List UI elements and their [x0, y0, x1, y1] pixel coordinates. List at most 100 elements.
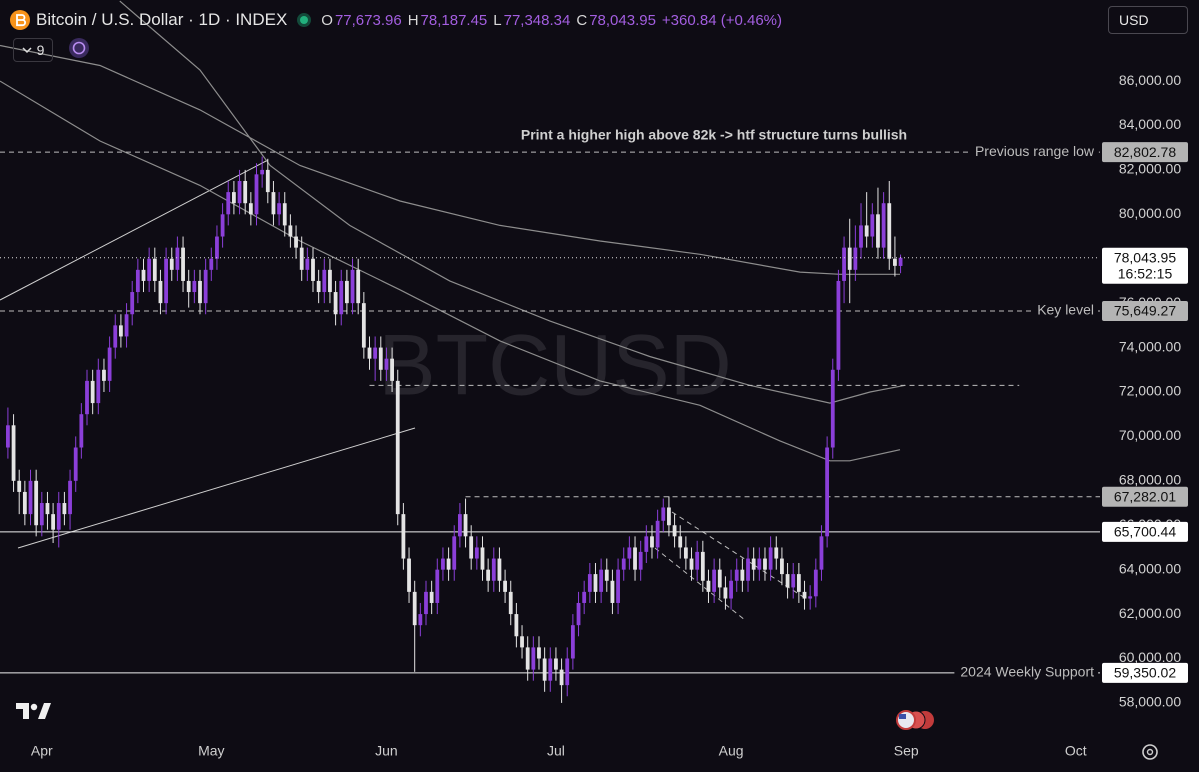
candle-body [757, 558, 762, 570]
ohlc-value: 78,187.45 [420, 11, 488, 29]
candle-body [881, 203, 886, 248]
candle-body [542, 658, 547, 681]
change: +360.84 (+0.46%) [661, 11, 783, 29]
y-tick-label: 82,000.00 [1119, 161, 1181, 177]
candle-body [853, 247, 858, 270]
candle-body [333, 292, 338, 315]
candle-body [90, 380, 95, 404]
y-tick-label: 70,000.00 [1119, 427, 1181, 443]
candle-body [79, 414, 84, 448]
y-tick-label: 86,000.00 [1119, 72, 1181, 88]
last-price-label: 78,043.95 [1114, 249, 1176, 265]
candle-body [85, 380, 89, 415]
candle-body [802, 591, 807, 599]
currency: USD [1119, 12, 1149, 28]
candle-body [96, 369, 101, 404]
candle-body [192, 280, 197, 293]
watermark: BTCUSD [378, 318, 732, 414]
countdown: 16:52:15 [1118, 265, 1173, 281]
candle-body [520, 636, 524, 648]
candle-body [107, 347, 112, 381]
candle-body [254, 174, 259, 215]
candle-body [587, 574, 592, 592]
price-tag [1102, 486, 1188, 507]
candle-body [361, 303, 366, 348]
candle-body [45, 503, 50, 515]
currency-select[interactable]: USD [1108, 6, 1188, 34]
candle-body [373, 347, 378, 359]
candle-body [486, 569, 491, 581]
price-tag-label: 75,649.27 [1114, 303, 1176, 319]
price-tag-label: 82,802.78 [1114, 144, 1176, 160]
channel-line [654, 547, 746, 621]
candle-body [508, 591, 513, 615]
candle-body [169, 258, 174, 270]
y-tick-label: 68,000.00 [1119, 472, 1181, 488]
candle-body [729, 580, 733, 599]
candle-body [209, 258, 214, 270]
candle-body [395, 380, 400, 515]
y-tick-label: 84,000.00 [1119, 116, 1181, 132]
candle-body [593, 574, 598, 592]
candle-body [576, 602, 581, 626]
candle-body [678, 536, 683, 548]
candle-body [582, 591, 587, 603]
candle-body [819, 536, 824, 570]
y-tick-label: 74,000.00 [1119, 338, 1181, 354]
candle-body [175, 247, 180, 270]
candle-body [503, 580, 507, 592]
candle-body [407, 558, 411, 592]
candle-body [311, 258, 315, 281]
x-tick-label: Jul [547, 743, 565, 759]
candle-body [164, 258, 169, 304]
candle-body [452, 536, 457, 570]
candle-body [491, 558, 496, 581]
candle-body [446, 558, 451, 570]
candle-body [130, 292, 135, 315]
candle-body [893, 258, 897, 266]
trendline [17, 427, 416, 549]
candle-body [463, 514, 468, 537]
candle-body [316, 280, 321, 293]
market-status [297, 13, 312, 27]
sync-icon[interactable] [68, 37, 90, 59]
candle-body [288, 225, 293, 237]
indicator-toggle[interactable]: 9 [13, 38, 53, 62]
candle-body [610, 580, 615, 603]
y-tick-label: 60,000.00 [1119, 649, 1181, 665]
candle-body [836, 280, 841, 370]
moving-average [0, 44, 900, 275]
candle-body [226, 192, 231, 215]
candle-body [277, 203, 281, 215]
candle-body [717, 569, 722, 588]
candle-body [378, 347, 383, 370]
candle-body [859, 225, 863, 248]
candle-body [322, 269, 327, 293]
candle-body [497, 558, 502, 581]
candle-body [11, 425, 16, 481]
price-tag [1102, 662, 1188, 683]
symbol-title[interactable]: Bitcoin / U.S. Dollar · 1D · INDEX [36, 10, 288, 29]
candle-body [147, 258, 152, 281]
candle-body [672, 525, 677, 537]
candle-body [102, 369, 106, 381]
x-tick-label: Oct [1065, 743, 1087, 759]
price-tag [1102, 300, 1188, 321]
candle-body [644, 536, 649, 552]
candle-body [181, 247, 185, 281]
settings-icon[interactable] [1142, 744, 1158, 760]
candle-body [73, 447, 78, 481]
candle-body [390, 358, 394, 381]
event-flags[interactable] [896, 710, 934, 730]
candle-body [864, 225, 869, 237]
candle-body [621, 558, 626, 570]
x-tick-label: May [198, 743, 224, 759]
candle-body [525, 647, 530, 670]
chevron [22, 47, 32, 54]
drawings [0, 159, 806, 621]
candle-body [220, 214, 225, 237]
candle-body [774, 547, 779, 559]
indicator-count: 9 [36, 42, 45, 58]
